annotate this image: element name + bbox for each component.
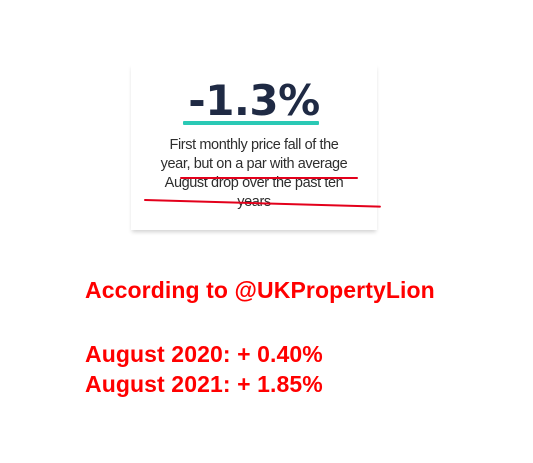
handdrawn-underline-1 — [180, 177, 358, 179]
august-2020-value: August 2020: + 0.40% — [85, 341, 323, 367]
headline-wrap: -1.3% — [131, 78, 377, 124]
caption-line-3: August drop over the past ten — [164, 175, 344, 191]
august-2021-value: August 2021: + 1.85% — [85, 371, 323, 397]
stat-card: -1.3% First monthly price fall of the ye… — [131, 64, 381, 230]
headline-underline — [183, 121, 319, 125]
headline-percentage: -1.3% — [188, 76, 320, 125]
caption-line-1: First monthly price fall of the — [169, 137, 339, 153]
source-attribution: According to @UKPropertyLion — [85, 277, 435, 303]
caption-line-2: year, but on a par with average — [160, 156, 348, 172]
